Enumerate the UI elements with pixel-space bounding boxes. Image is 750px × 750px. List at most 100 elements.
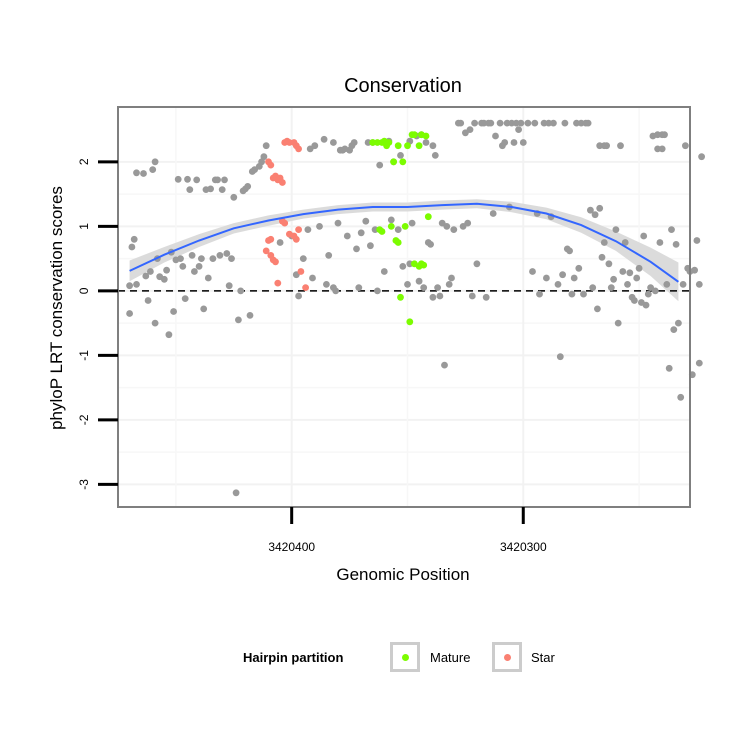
data-point-other <box>188 252 196 259</box>
data-point-other <box>399 263 407 270</box>
data-point-other <box>420 284 428 291</box>
data-point-other <box>276 239 284 246</box>
data-point-other <box>672 241 680 248</box>
data-point-other <box>693 237 701 244</box>
data-point-other <box>695 281 703 288</box>
data-point-other <box>225 282 233 290</box>
data-point-other <box>679 281 687 288</box>
data-point-other <box>441 361 448 369</box>
data-point-other <box>299 255 307 262</box>
data-point-other <box>230 193 238 201</box>
data-point-mature <box>394 142 402 150</box>
x-tick-label: 3420400 <box>268 540 315 554</box>
data-point-mature <box>411 131 418 139</box>
data-point-star <box>279 179 286 186</box>
data-point-other <box>589 284 597 291</box>
data-point-other <box>408 219 416 227</box>
y-tick-label: 2 <box>77 158 91 165</box>
data-point-other <box>647 284 654 291</box>
data-point-other <box>394 226 402 234</box>
data-point-other <box>640 232 648 240</box>
data-point-other <box>130 235 138 243</box>
data-point-other <box>624 281 631 288</box>
data-point-other <box>682 142 689 150</box>
chart-svg: Conservation -3 -2 -1 0 1 2 3420400 3420300 Gen… <box>47 75 705 584</box>
data-point-star <box>262 247 270 255</box>
data-point-other <box>209 255 217 262</box>
data-point-other <box>316 223 323 230</box>
data-point-star <box>281 219 289 227</box>
data-point-other <box>334 219 342 227</box>
legend-title: Hairpin partition <box>243 650 344 665</box>
smooth-line-layer <box>129 202 679 283</box>
data-point-mature <box>424 213 432 221</box>
data-point-other <box>519 139 527 146</box>
y-axis-label: phyloP LRT conservation scores <box>47 186 66 430</box>
data-point-other <box>556 353 564 361</box>
data-point-other <box>429 142 437 150</box>
data-point-star <box>295 145 302 153</box>
data-point-other <box>295 292 302 300</box>
data-point-other <box>221 176 228 184</box>
data-point-mature <box>406 318 414 326</box>
data-point-other <box>244 183 252 190</box>
data-point-other <box>633 274 641 282</box>
data-point-star <box>295 226 302 234</box>
data-point-other <box>566 247 573 255</box>
legend-key-mature <box>390 642 420 672</box>
data-point-other <box>675 319 682 327</box>
data-point-other <box>450 226 458 234</box>
data-point-other <box>614 319 622 327</box>
data-point-other <box>163 266 171 274</box>
data-point-other <box>695 359 703 367</box>
data-point-other <box>617 142 624 150</box>
axis-layer: -3 -2 -1 0 1 2 3420400 3420300 <box>77 158 547 554</box>
data-point-other <box>644 290 652 298</box>
data-point-other <box>207 185 215 193</box>
data-point-other <box>237 287 245 295</box>
data-point-other <box>170 308 178 315</box>
data-point-other <box>149 166 157 174</box>
data-point-other <box>598 253 606 261</box>
data-point-other <box>367 242 374 250</box>
data-point-other <box>587 206 594 214</box>
legend-key-star <box>492 642 522 672</box>
data-point-other <box>235 316 242 324</box>
data-point-other <box>559 271 566 279</box>
data-point-other <box>374 287 381 295</box>
data-point-other <box>133 169 140 177</box>
data-point-mature <box>404 142 411 150</box>
data-point-other <box>471 119 478 127</box>
data-point-other <box>380 268 388 275</box>
data-point-other <box>573 119 580 127</box>
data-point-other <box>193 176 201 184</box>
data-point-other <box>531 119 539 127</box>
data-point-mature <box>378 228 386 235</box>
data-point-other <box>536 290 543 298</box>
legend-label-mature: Mature <box>430 650 471 665</box>
data-point-other <box>353 245 360 253</box>
data-point-mature <box>387 223 395 230</box>
smooth-trend-line <box>129 202 679 283</box>
data-point-other <box>670 326 678 333</box>
confidence-ribbon <box>129 199 679 302</box>
data-point-other <box>397 152 404 159</box>
data-point-mature <box>394 239 402 246</box>
data-point-other <box>325 252 333 259</box>
data-point-other <box>332 287 340 295</box>
data-point-mature <box>397 293 404 301</box>
data-point-other <box>596 204 604 212</box>
grid-lines <box>118 107 690 507</box>
data-point-other <box>584 119 592 127</box>
data-point-other <box>128 243 136 251</box>
data-point-other <box>309 274 316 282</box>
data-point-other <box>151 319 159 327</box>
data-point-other <box>330 139 337 146</box>
data-point-other <box>677 393 685 401</box>
data-point-star <box>272 258 279 266</box>
data-point-mature <box>385 139 393 146</box>
data-point-other <box>468 292 476 300</box>
data-point-other <box>554 281 562 288</box>
data-point-other <box>246 312 254 319</box>
